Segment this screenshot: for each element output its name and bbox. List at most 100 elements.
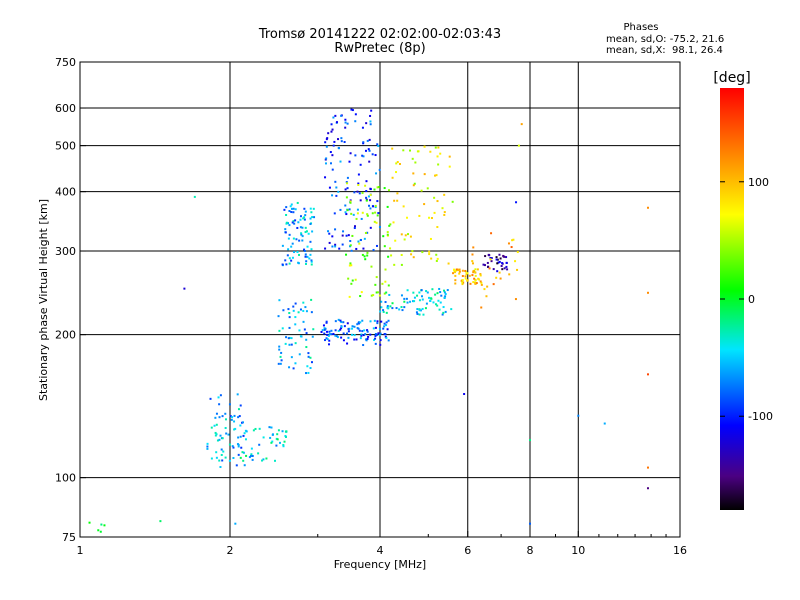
data-point: [331, 128, 334, 131]
data-point: [374, 326, 377, 329]
data-point: [224, 418, 227, 421]
data-point: [483, 264, 486, 267]
data-point: [529, 439, 531, 442]
data-point: [443, 211, 446, 214]
data-point: [512, 238, 515, 241]
data-point: [443, 296, 446, 299]
data-point: [358, 242, 361, 245]
data-point: [474, 282, 477, 285]
data-point: [326, 330, 329, 333]
data-point: [310, 259, 313, 262]
data-point: [497, 261, 500, 264]
data-point: [429, 150, 432, 153]
data-point: [382, 309, 385, 312]
data-point: [277, 362, 280, 365]
data-point: [283, 208, 286, 211]
data-point: [350, 249, 353, 252]
data-point: [383, 187, 386, 190]
axis-ticks: 1 2 4 6 8 10 16 75 100 200 300 400 500 600 750: [55, 56, 687, 557]
data-point: [343, 325, 346, 328]
data-point: [458, 272, 461, 275]
data-point: [353, 325, 356, 328]
data-point: [383, 245, 386, 248]
data-point: [384, 301, 387, 304]
y-tick-label: 600: [55, 102, 76, 115]
data-point: [333, 140, 336, 143]
data-point: [244, 438, 247, 441]
data-point: [278, 299, 281, 302]
data-point: [225, 432, 228, 435]
data-point: [282, 445, 285, 448]
data-point: [240, 446, 243, 449]
data-point: [473, 281, 476, 284]
data-point: [474, 268, 477, 271]
data-point: [290, 245, 293, 248]
data-point: [490, 232, 493, 235]
data-point: [342, 230, 345, 233]
data-point: [366, 214, 369, 217]
data-point: [348, 264, 351, 267]
data-point: [364, 184, 367, 187]
data-point: [234, 427, 237, 430]
data-point: [383, 322, 386, 325]
data-point: [431, 288, 434, 291]
data-points: [88, 108, 649, 533]
data-point: [392, 221, 395, 224]
data-point: [442, 311, 445, 314]
data-point: [505, 261, 508, 264]
data-point: [350, 264, 353, 267]
data-point: [280, 351, 283, 354]
data-point: [326, 137, 329, 140]
data-point: [239, 404, 242, 407]
data-point: [646, 466, 649, 469]
data-point: [251, 458, 254, 461]
data-point: [285, 336, 288, 339]
data-point: [413, 182, 416, 185]
data-point: [487, 265, 490, 268]
data-point: [360, 217, 363, 220]
data-point: [284, 231, 287, 234]
data-point: [382, 327, 385, 330]
data-point: [436, 292, 439, 295]
data-point: [416, 150, 419, 153]
data-point: [304, 262, 307, 265]
data-point: [294, 362, 297, 365]
data-point: [359, 295, 362, 298]
data-point: [355, 217, 358, 220]
data-point: [310, 311, 313, 314]
data-point: [285, 263, 288, 266]
data-point: [400, 263, 403, 266]
data-point: [355, 338, 358, 341]
data-point: [210, 457, 213, 460]
data-point: [498, 271, 501, 274]
data-point: [529, 522, 531, 525]
data-point: [430, 217, 433, 220]
data-point: [490, 260, 493, 263]
data-point: [385, 324, 388, 327]
data-point: [436, 155, 439, 158]
data-point: [480, 283, 483, 286]
data-point: [443, 291, 446, 294]
data-point: [374, 337, 377, 340]
data-point: [342, 321, 345, 324]
data-point: [327, 230, 330, 233]
data-point: [436, 304, 439, 307]
data-point: [103, 524, 106, 527]
data-point: [304, 226, 307, 229]
data-point: [287, 308, 290, 311]
data-point: [466, 279, 469, 282]
data-point: [340, 137, 343, 140]
data-point: [228, 443, 231, 446]
data-point: [439, 152, 442, 155]
data-point: [362, 344, 365, 347]
data-point: [299, 308, 302, 311]
data-point: [484, 255, 487, 258]
data-point: [325, 157, 328, 160]
data-point: [346, 187, 349, 190]
data-point: [387, 339, 390, 342]
data-point: [472, 271, 475, 274]
data-point: [376, 200, 379, 203]
data-point: [412, 256, 415, 259]
data-point: [423, 173, 426, 176]
data-point: [310, 211, 313, 214]
